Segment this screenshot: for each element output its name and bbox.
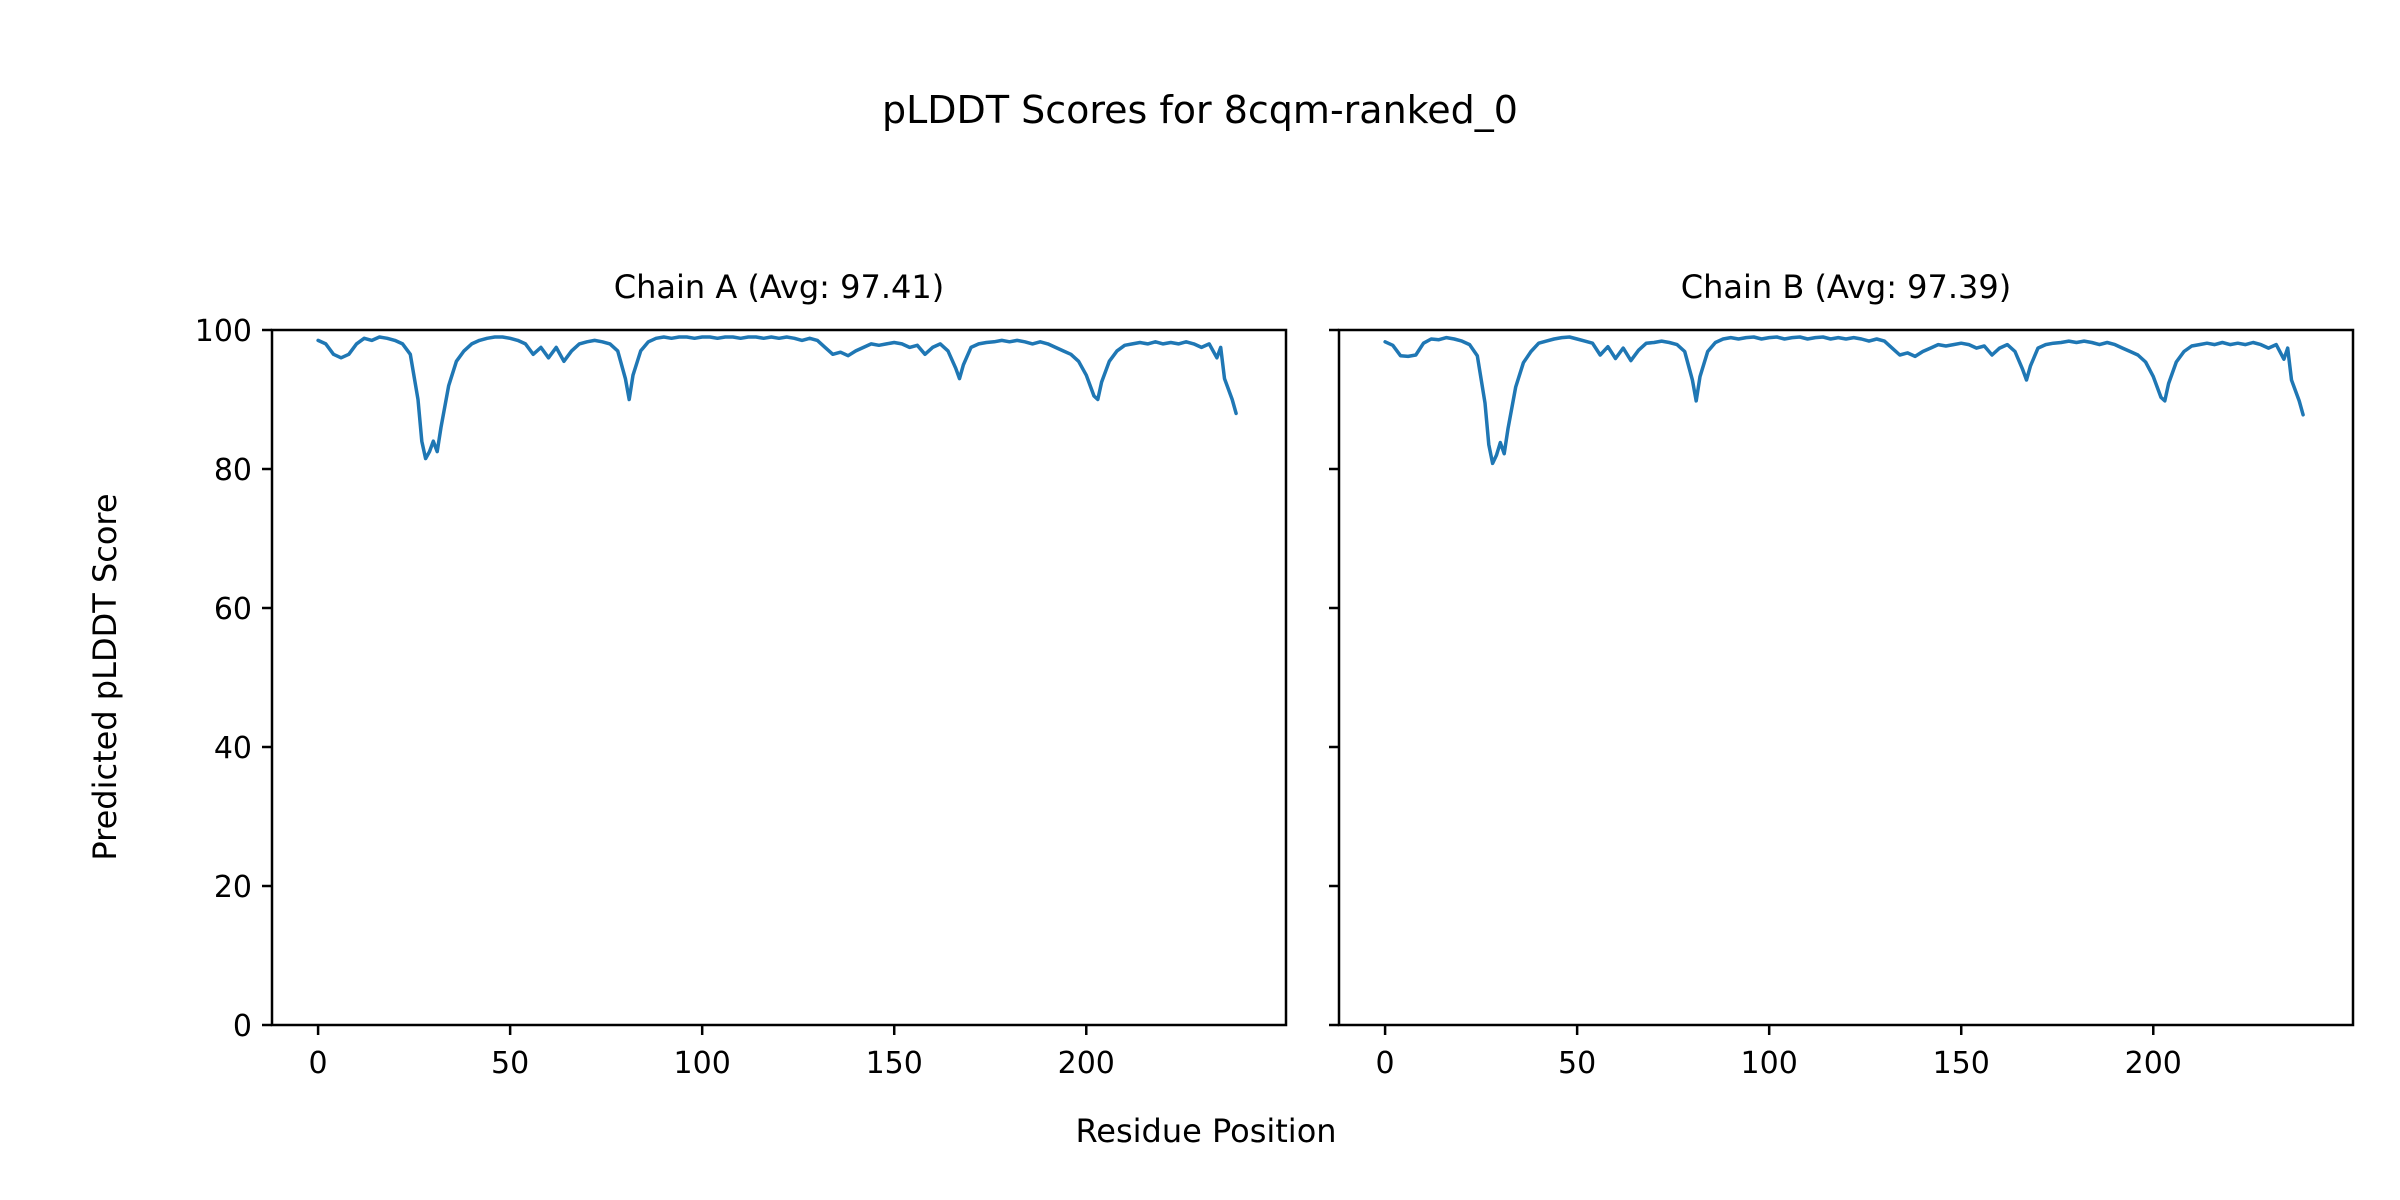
y-tick-label: 20: [214, 870, 252, 905]
x-tick-label: 100: [1741, 1046, 1798, 1081]
x-tick-label: 200: [1058, 1046, 1115, 1081]
x-tick-label: 200: [2125, 1046, 2182, 1081]
x-tick-label: 0: [1376, 1046, 1395, 1081]
y-tick-label: 80: [214, 453, 252, 488]
x-tick-label: 50: [491, 1046, 529, 1081]
axes-frame: [270, 328, 1288, 1027]
x-tick-label: 50: [1558, 1046, 1596, 1081]
axes-frame: [1337, 328, 2355, 1027]
plddt-line: [316, 335, 1238, 461]
subplot-title-chain-b: Chain B (Avg: 97.39): [1680, 268, 2012, 306]
y-tick-label: 40: [214, 731, 252, 766]
y-tick-label: 0: [233, 1009, 252, 1044]
figure-title: pLDDT Scores for 8cqm-ranked_0: [882, 88, 1518, 132]
y-tick-label: 100: [195, 314, 252, 349]
x-tick-label: 150: [866, 1046, 923, 1081]
plddt-line: [1383, 335, 2305, 466]
y-tick-label: 60: [214, 592, 252, 627]
chain-b-plot: 0 50 100 150 200: [1329, 328, 2355, 1081]
x-tick-label: 0: [309, 1046, 328, 1081]
y-axis-label: Predicted pLDDT Score: [86, 493, 124, 861]
x-axis-label: Residue Position: [1075, 1112, 1337, 1150]
chain-a-plot: 0 50 100 150 200 0 20 40 60 80 100: [195, 314, 1288, 1081]
x-tick-label: 100: [674, 1046, 731, 1081]
x-tick-label: 150: [1933, 1046, 1990, 1081]
subplot-title-chain-a: Chain A (Avg: 97.41): [613, 268, 945, 306]
